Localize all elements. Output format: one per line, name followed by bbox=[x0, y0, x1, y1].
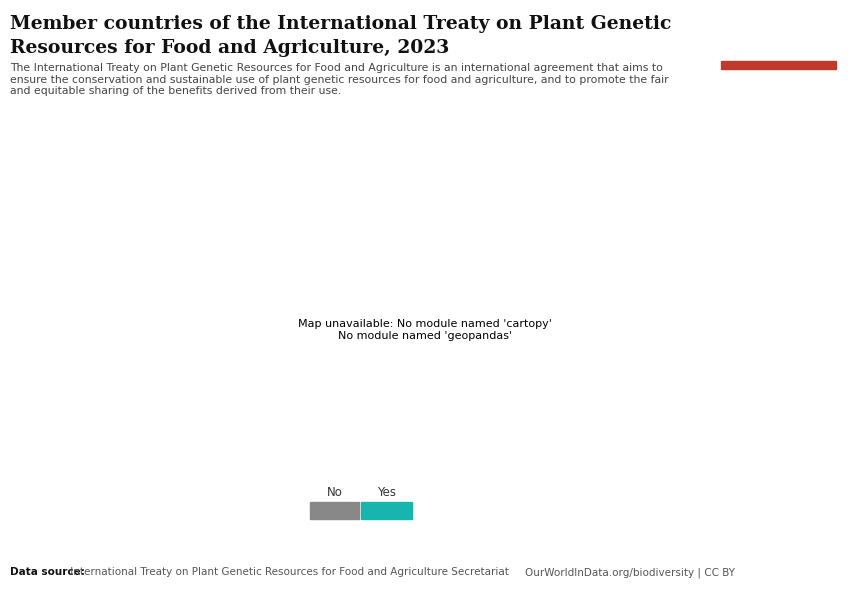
Text: No: No bbox=[326, 486, 343, 499]
Text: Member countries of the International Treaty on Plant Genetic: Member countries of the International Tr… bbox=[10, 15, 672, 33]
Text: International Treaty on Plant Genetic Resources for Food and Agriculture Secreta: International Treaty on Plant Genetic Re… bbox=[67, 567, 509, 577]
Text: The International Treaty on Plant Genetic Resources for Food and Agriculture is : The International Treaty on Plant Geneti… bbox=[10, 63, 669, 96]
Text: Our World
in Data: Our World in Data bbox=[747, 21, 809, 43]
Bar bbox=[310, 502, 360, 519]
Bar bbox=[721, 61, 836, 69]
Bar bbox=[361, 502, 412, 519]
Text: Map unavailable: No module named 'cartopy'
No module named 'geopandas': Map unavailable: No module named 'cartop… bbox=[298, 319, 552, 341]
Text: Data source:: Data source: bbox=[10, 567, 85, 577]
Text: Resources for Food and Agriculture, 2023: Resources for Food and Agriculture, 2023 bbox=[10, 39, 450, 57]
Text: OurWorldInData.org/biodiversity | CC BY: OurWorldInData.org/biodiversity | CC BY bbox=[525, 567, 735, 577]
Text: Yes: Yes bbox=[377, 486, 396, 499]
